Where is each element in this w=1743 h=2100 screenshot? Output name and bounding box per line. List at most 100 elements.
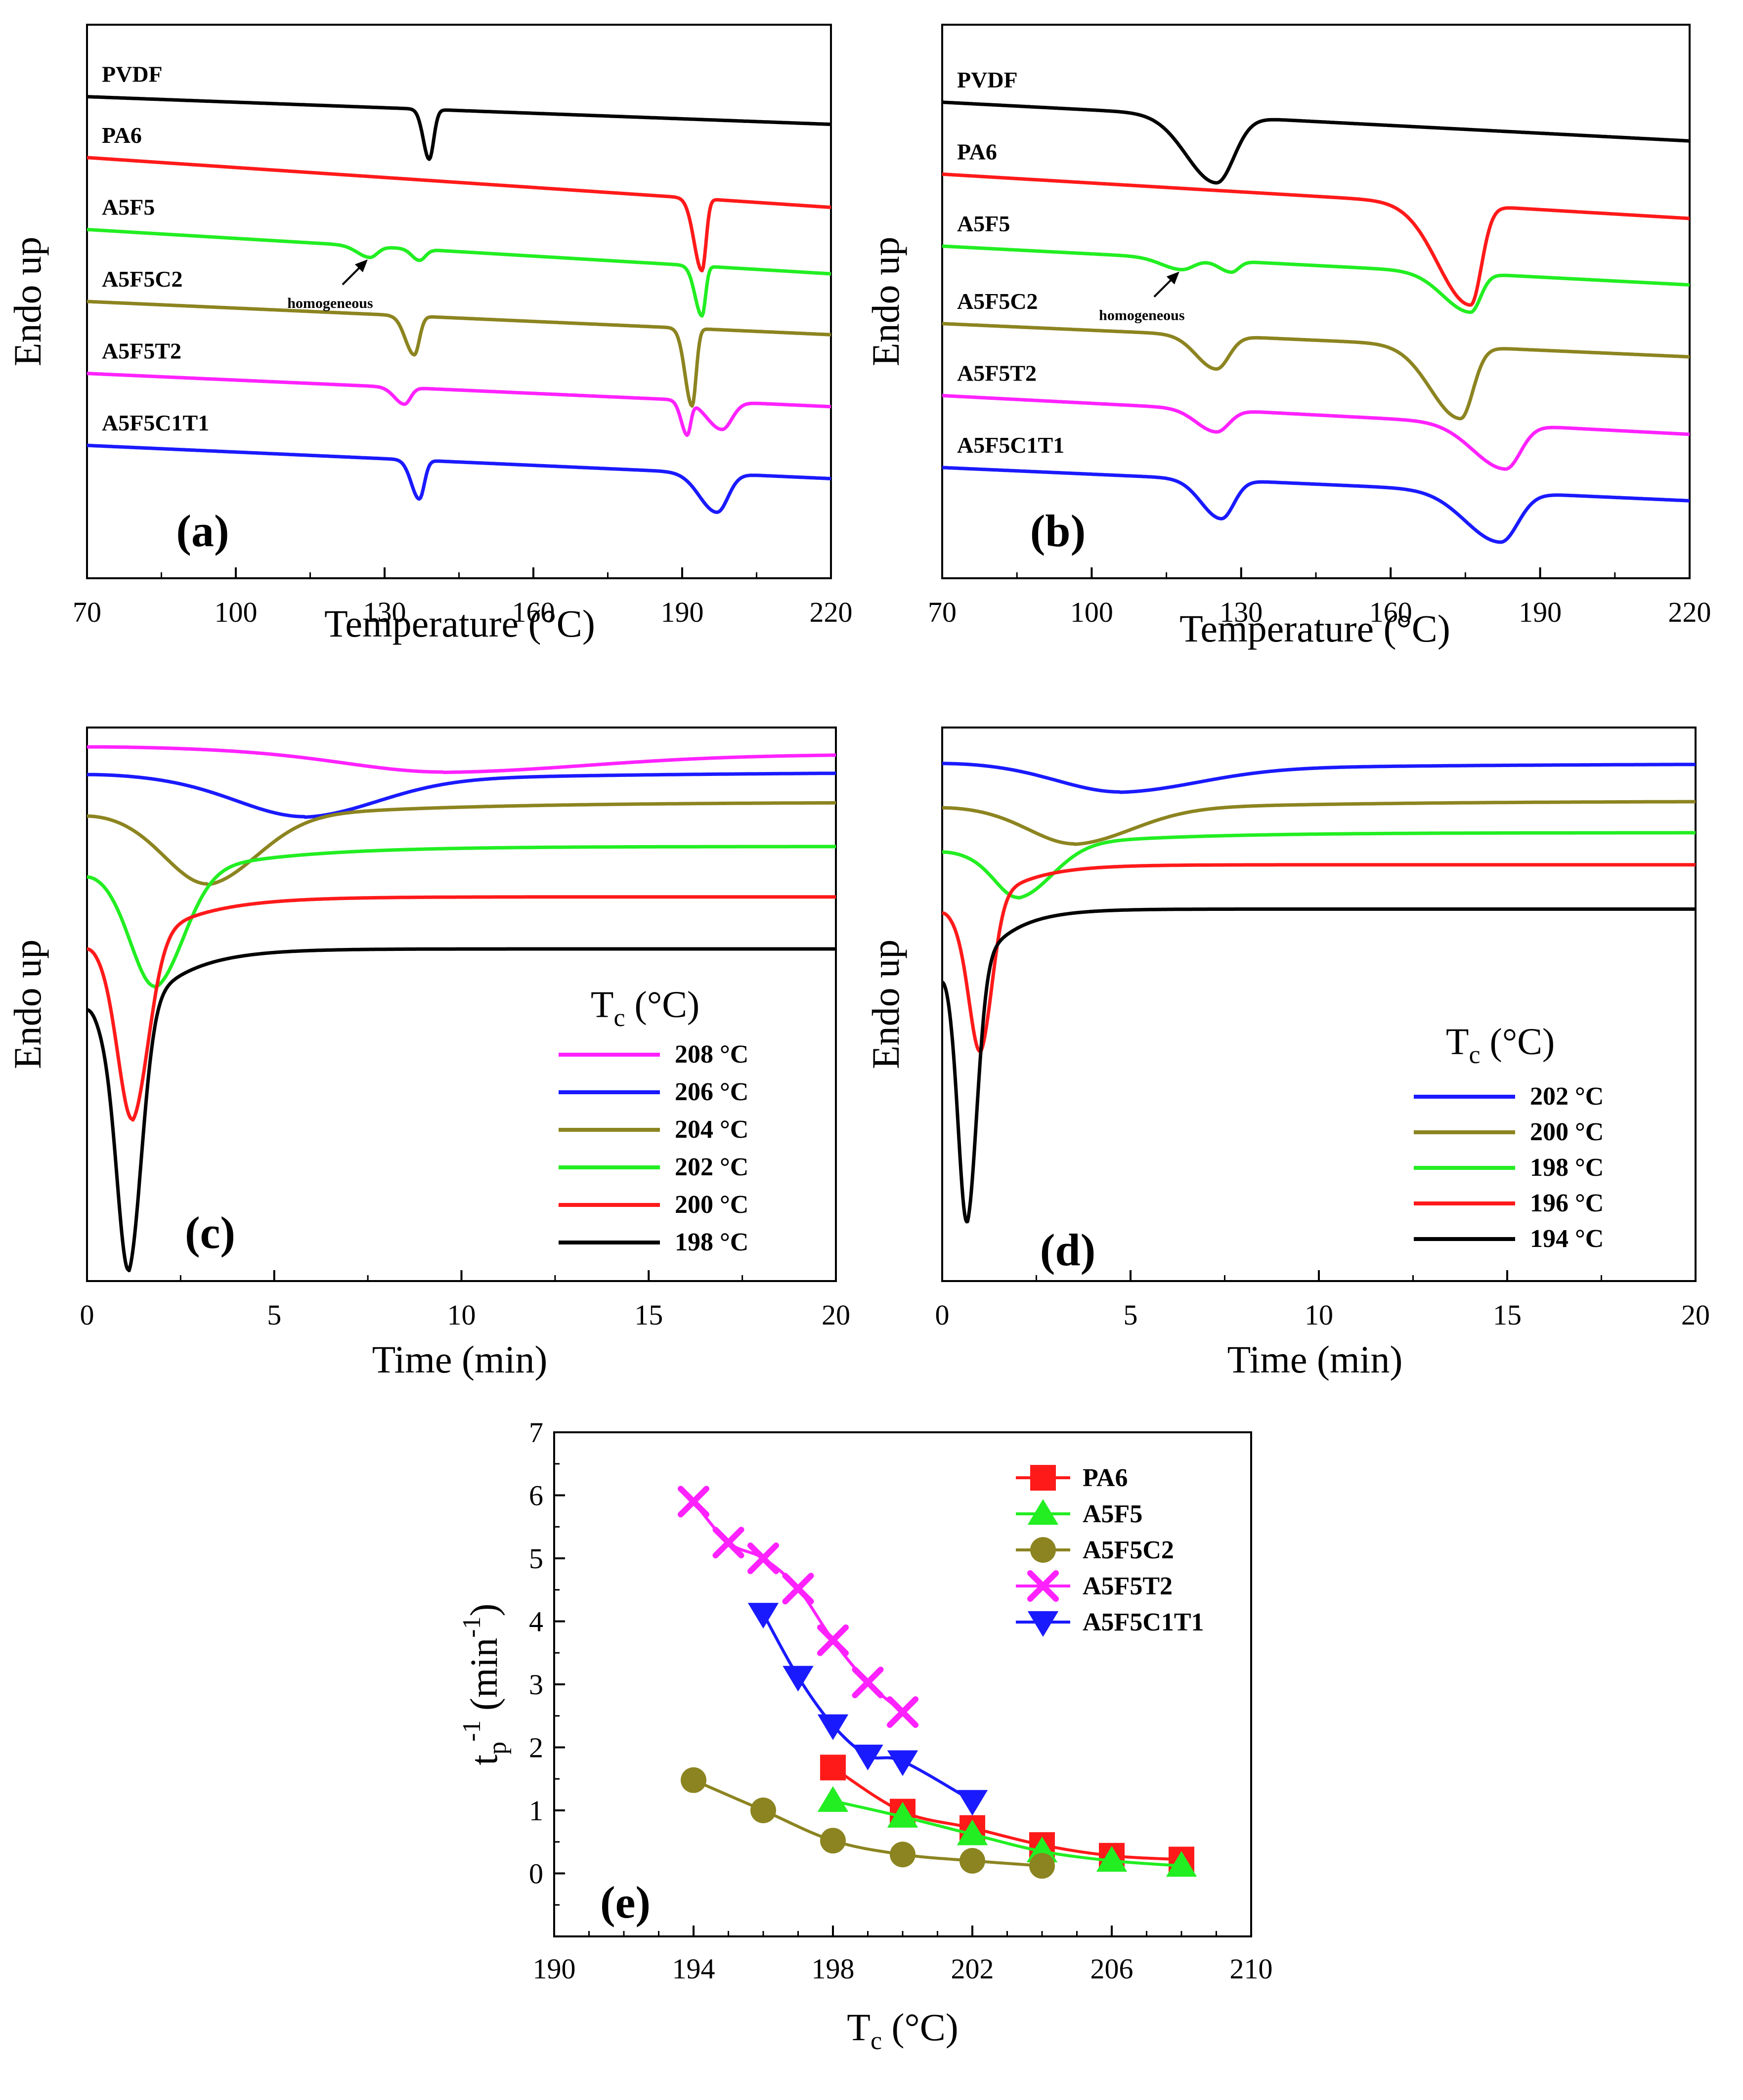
x-tick-label: 70 [73, 596, 101, 628]
legend-label-202-c: 202 °C [675, 1153, 748, 1181]
curve-pa6 [87, 156, 831, 273]
x-tick-label: 15 [634, 1299, 663, 1331]
legend-marker-a5f5 [1027, 1499, 1059, 1525]
point-a5f5t2-194 [678, 1486, 709, 1518]
series-label-a5f5c1t1: A5F5C1T1 [102, 410, 209, 435]
x-tick-label: 0 [80, 1299, 94, 1331]
point-a5f5-198 [817, 1786, 849, 1812]
y-tick-label: 0 [529, 1858, 543, 1890]
legend-marker-a5f5c2 [1030, 1537, 1056, 1563]
x-axis-label: Temperature (°C) [324, 602, 595, 645]
legend-title: Tc (°C) [591, 984, 699, 1032]
point-a5f5t2-199 [852, 1667, 884, 1699]
legend-label-204-c: 204 °C [675, 1115, 748, 1144]
point-a5f5c2-200 [890, 1842, 915, 1868]
x-tick-label: 160 [1369, 596, 1412, 628]
curve-200-c [941, 800, 1697, 846]
point-pa6-198 [820, 1755, 846, 1781]
x-tick-label: 190 [533, 1953, 576, 1985]
annotation-arrowhead [354, 259, 368, 272]
curve-208-c [86, 745, 837, 774]
legend-marker-a5f5c1t1 [1027, 1611, 1059, 1637]
legend-label-208-c: 208 °C [675, 1040, 748, 1069]
x-tick-label: 100 [1070, 596, 1113, 628]
legend-marker-pa6 [1030, 1465, 1056, 1491]
x-tick-label: 160 [512, 596, 555, 628]
curve-198-c [86, 947, 837, 1273]
curve-pvdf [87, 95, 831, 161]
y-axis-label: Endo up [864, 940, 907, 1069]
curve-198-c [941, 831, 1697, 900]
y-axis-label: Endo up [6, 940, 49, 1069]
panel-label: (e) [600, 1877, 651, 1928]
legend-label-a5f5c2: A5F5C2 [1083, 1536, 1174, 1564]
point-a5f5c1t1-199 [852, 1744, 883, 1770]
series-label-a5f5c1t1: A5F5C1T1 [957, 432, 1064, 458]
legend-title: Tc (°C) [1446, 1021, 1555, 1069]
y-tick-label: 1 [529, 1795, 543, 1827]
series-label-pa6: PA6 [102, 123, 142, 148]
point-a5f5-208 [1166, 1851, 1197, 1877]
point-a5f5c1t1-197 [783, 1666, 814, 1692]
curve-a5f5c1t1 [87, 443, 831, 514]
series-label-pvdf: PVDF [102, 62, 163, 87]
curve-a5f5c2 [942, 322, 1690, 421]
x-axis-label: Time (min) [1227, 1338, 1403, 1381]
legend-label-200-c: 200 °C [675, 1191, 748, 1219]
curve-a5f5t2 [87, 372, 831, 437]
curve-a5f5c2 [87, 300, 831, 408]
series-label-a5f5: A5F5 [957, 211, 1010, 236]
x-tick-label: 190 [661, 596, 704, 628]
x-tick-label: 10 [447, 1299, 476, 1331]
curve-a5f5c1t1 [942, 466, 1690, 544]
curve-194-c [941, 907, 1697, 1224]
x-tick-label: 194 [672, 1953, 715, 1985]
curve-a5f5 [942, 244, 1690, 314]
curve-202-c [941, 762, 1697, 794]
curve-196-c [941, 863, 1697, 1054]
legend-label-202-c: 202 °C [1530, 1082, 1604, 1111]
x-tick-label: 15 [1493, 1299, 1522, 1331]
point-a5f5-200 [887, 1801, 918, 1828]
y-tick-label: 3 [529, 1669, 543, 1701]
x-tick-label: 20 [1681, 1299, 1710, 1331]
point-a5f5c2-198 [820, 1828, 846, 1854]
y-axis-label: Endo up [864, 237, 907, 366]
legend-label-a5f5: A5F5 [1083, 1500, 1142, 1528]
x-tick-label: 220 [1668, 596, 1711, 628]
x-tick-label: 210 [1230, 1953, 1273, 1985]
series-label-a5f5: A5F5 [102, 194, 155, 219]
curve-a5f5t2 [942, 393, 1690, 471]
point-a5f5c2-194 [681, 1767, 706, 1793]
point-a5f5c2-202 [959, 1848, 985, 1874]
y-tick-label: 6 [529, 1480, 543, 1512]
x-tick-label: 220 [810, 596, 853, 628]
x-tick-label: 10 [1305, 1299, 1333, 1331]
legend-label-200-c: 200 °C [1530, 1118, 1604, 1146]
point-a5f5t2-200 [887, 1696, 918, 1728]
panel-label: (a) [176, 506, 229, 556]
x-tick-label: 100 [215, 596, 258, 628]
x-tick-label: 130 [363, 596, 406, 628]
point-a5f5c1t1-200 [887, 1750, 918, 1776]
point-a5f5c1t1-198 [817, 1714, 849, 1740]
annotation-text: homogeneous [287, 295, 373, 311]
x-tick-label: 206 [1090, 1953, 1133, 1985]
y-tick-label: 7 [529, 1416, 543, 1449]
legend-label-198-c: 198 °C [675, 1228, 748, 1256]
y-tick-label: 2 [529, 1732, 543, 1764]
legend-label-194-c: 194 °C [1530, 1225, 1604, 1253]
panel-c: Tc (°C) 208 °C 206 °C 204 °C 202 °C 200 °C 198… [6, 727, 850, 1381]
point-a5f5-206 [1096, 1846, 1128, 1872]
x-axis-label: Temperature (°C) [1179, 607, 1450, 650]
panel-label: (b) [1030, 506, 1086, 556]
x-tick-label: 5 [267, 1299, 281, 1331]
x-axis-label: Time (min) [372, 1338, 548, 1381]
point-a5f5c1t1-196 [747, 1603, 779, 1629]
y-tick-label: 4 [529, 1606, 543, 1638]
panel-label: (c) [185, 1207, 235, 1258]
point-a5f5c2-204 [1029, 1853, 1055, 1879]
series-label-pvdf: PVDF [957, 67, 1018, 92]
legend-label-a5f5c1t1: A5F5C1T1 [1083, 1608, 1204, 1636]
